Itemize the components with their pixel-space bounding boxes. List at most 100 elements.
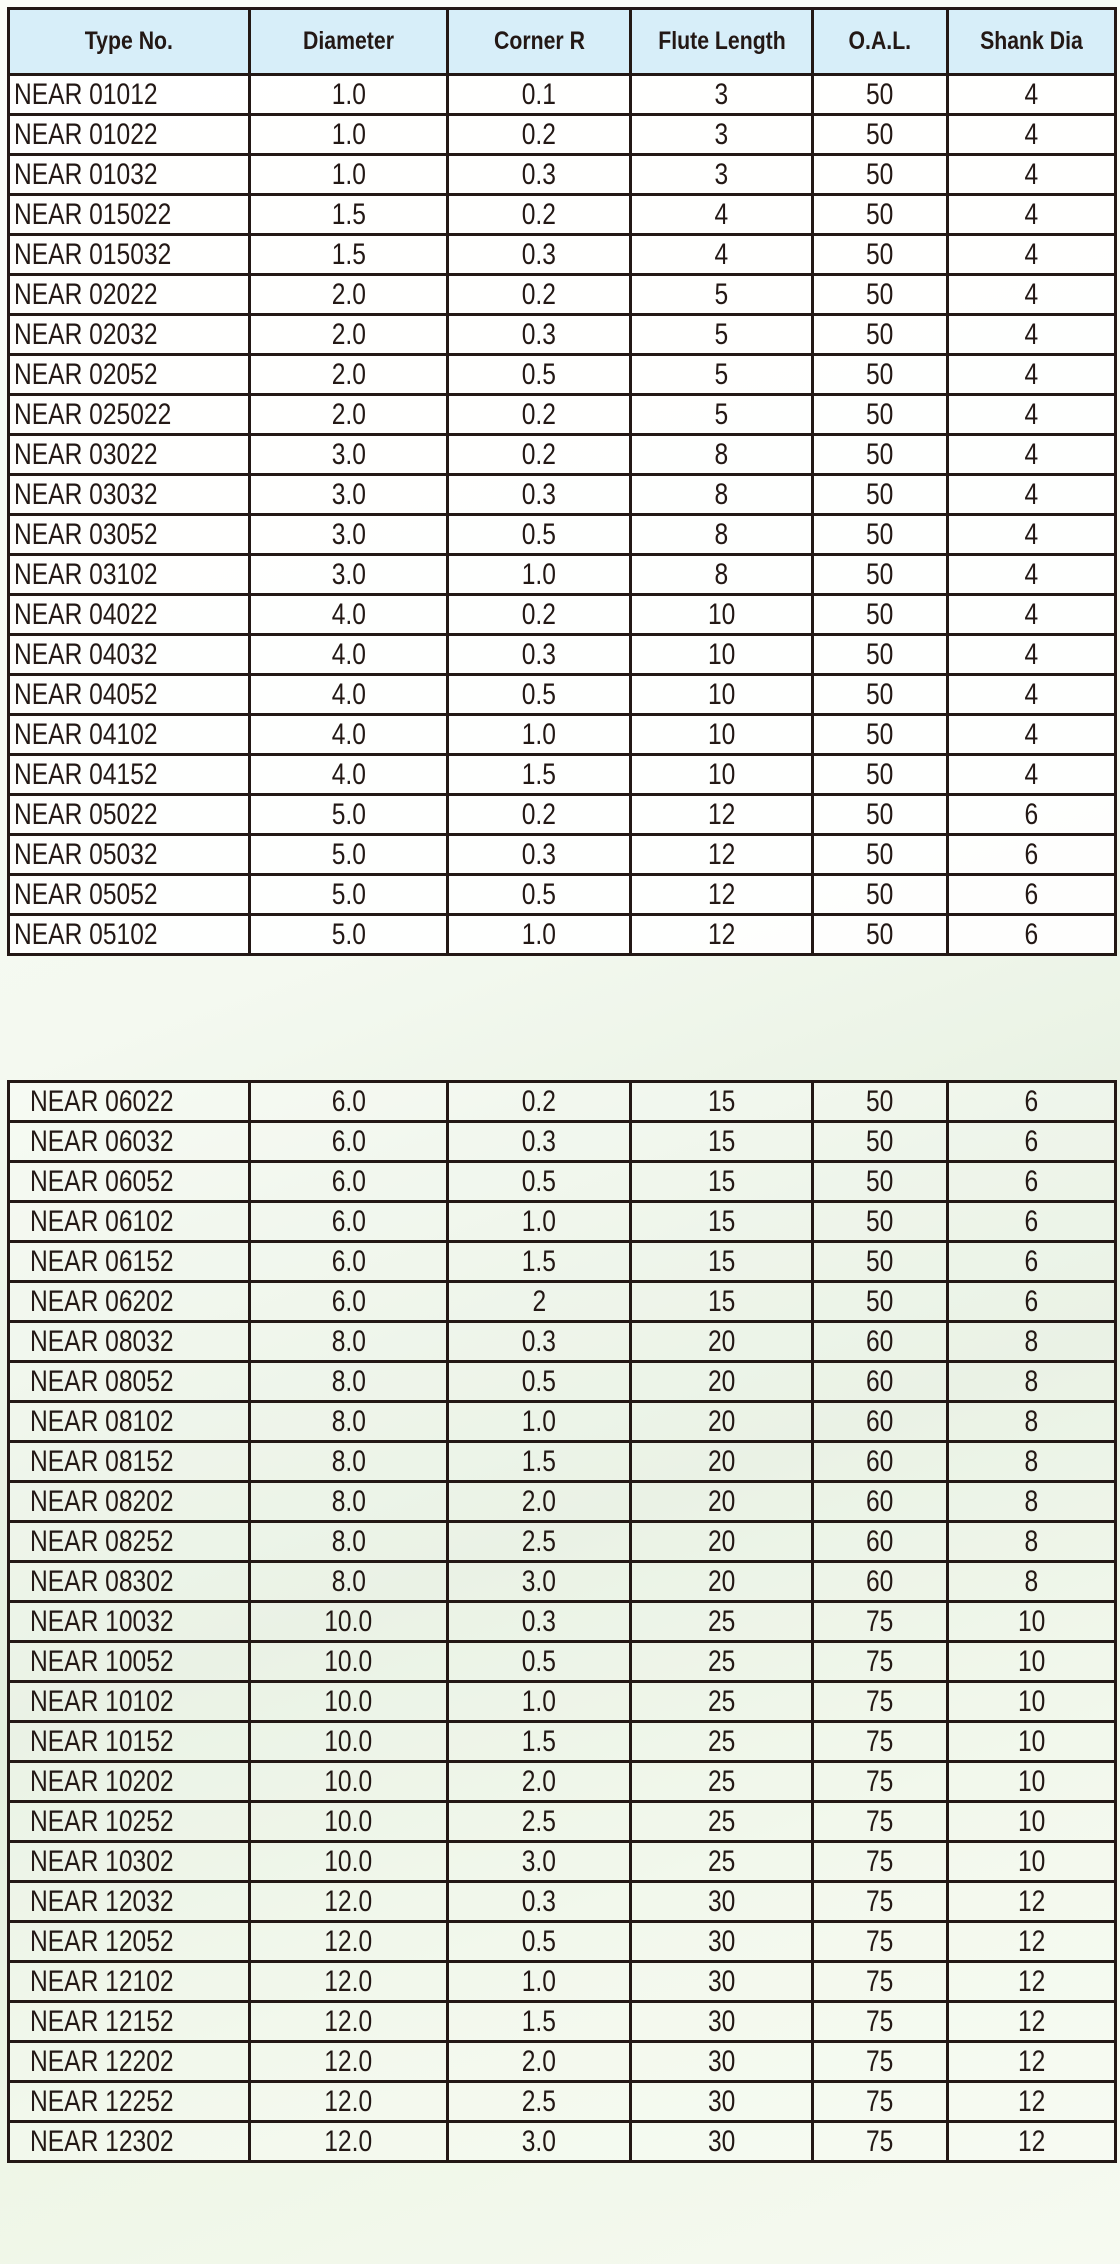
table-row: NEAR 10302 10.0 3.0 25 75 10	[7, 1840, 1117, 1883]
cell-value: 25	[707, 1604, 736, 1638]
cell-value: 4	[1024, 477, 1039, 511]
cell-corner-r: 0.3	[446, 153, 632, 196]
cell-corner-r: 1.0	[446, 1400, 632, 1443]
cell-value: 3.0	[521, 2124, 557, 2158]
cell-value: 3	[714, 157, 729, 191]
cell-value: 1.0	[331, 77, 366, 111]
cell-shank-dia: 4	[946, 473, 1117, 516]
cell-oal: 75	[811, 1800, 949, 1843]
cell-type-no: NEAR 05032	[7, 833, 251, 876]
table-row: NEAR 015022 1.5 0.2 4 50 4	[7, 193, 1117, 236]
cell-shank-dia: 12	[946, 1880, 1117, 1923]
cell-flute-length: 5	[629, 393, 814, 436]
cell-type-no: NEAR 12052	[7, 1920, 251, 1963]
cell-value: 4	[1024, 677, 1039, 711]
cell-flute-length: 25	[629, 1680, 814, 1723]
cell-corner-r: 1.0	[446, 1680, 632, 1723]
cell-diameter: 12.0	[248, 1880, 449, 1923]
cell-oal: 75	[811, 1920, 949, 1963]
cell-value: 25	[707, 1644, 736, 1678]
cell-value: 0.3	[521, 237, 557, 271]
cell-shank-dia: 6	[946, 1200, 1117, 1243]
cell-value: NEAR 04052	[14, 677, 158, 711]
cell-value: 1.5	[331, 197, 366, 231]
table-row: NEAR 08052 8.0 0.5 20 60 8	[7, 1360, 1117, 1403]
cell-corner-r: 0.3	[446, 1120, 632, 1163]
cell-type-no: NEAR 12032	[7, 1880, 251, 1923]
cell-value: 12.0	[324, 2004, 373, 2038]
cell-diameter: 4.0	[248, 673, 449, 716]
cell-value: 12.0	[324, 1964, 373, 1998]
cell-type-no: NEAR 10032	[7, 1600, 251, 1643]
cell-flute-length: 3	[629, 153, 814, 196]
cell-shank-dia: 6	[946, 1120, 1117, 1163]
cell-value: NEAR 10202	[30, 1764, 174, 1798]
cell-shank-dia: 10	[946, 1600, 1117, 1643]
cell-shank-dia: 12	[946, 2040, 1117, 2083]
cell-type-no: NEAR 04052	[7, 673, 251, 716]
cell-value: 25	[707, 1804, 736, 1838]
cell-value: 12.0	[324, 2044, 373, 2078]
cell-value: 75	[866, 2004, 894, 2038]
cell-value: 30	[707, 2084, 736, 2118]
table-row: NEAR 03032 3.0 0.3 8 50 4	[7, 473, 1117, 516]
cell-value: NEAR 01012	[14, 77, 158, 111]
cell-value: 1.0	[331, 157, 366, 191]
cell-type-no: NEAR 05022	[7, 793, 251, 836]
cell-oal: 50	[811, 1160, 949, 1203]
cell-corner-r: 1.0	[446, 913, 632, 956]
cell-value: 0.3	[521, 837, 557, 871]
cell-value: 0.5	[521, 877, 557, 911]
cell-flute-length: 3	[629, 113, 814, 156]
cell-value: 6	[1024, 1084, 1039, 1118]
cell-value: NEAR 01032	[14, 157, 158, 191]
cell-value: 4	[1024, 277, 1039, 311]
table-row: NEAR 02032 2.0 0.3 5 50 4	[7, 313, 1117, 356]
cell-diameter: 5.0	[248, 873, 449, 916]
cell-diameter: 12.0	[248, 2080, 449, 2123]
cell-value: 50	[866, 597, 894, 631]
cell-value: NEAR 10252	[30, 1804, 174, 1838]
cell-value: 50	[866, 197, 894, 231]
cell-type-no: NEAR 08052	[7, 1360, 251, 1403]
cell-type-no: NEAR 10302	[7, 1840, 251, 1883]
cell-shank-dia: 6	[946, 873, 1117, 916]
cell-corner-r: 2.0	[446, 2040, 632, 2083]
cell-shank-dia: 4	[946, 393, 1117, 436]
cell-shank-dia: 4	[946, 593, 1117, 636]
cell-value: 75	[866, 1764, 894, 1798]
cell-type-no: NEAR 12152	[7, 2000, 251, 2043]
cell-corner-r: 0.2	[446, 793, 632, 836]
cell-value: 4	[1024, 597, 1039, 631]
cell-value: 6	[1024, 1244, 1039, 1278]
table-row: NEAR 01032 1.0 0.3 3 50 4	[7, 153, 1117, 196]
cell-oal: 60	[811, 1560, 949, 1603]
cell-value: 50	[866, 157, 894, 191]
cell-flute-length: 30	[629, 2000, 814, 2043]
cell-value: NEAR 05032	[14, 837, 158, 871]
cell-type-no: NEAR 03022	[7, 433, 251, 476]
cell-value: 30	[707, 1964, 736, 1998]
cell-value: 12	[1017, 1964, 1046, 1998]
cell-value: 4.0	[331, 597, 366, 631]
cell-diameter: 3.0	[248, 433, 449, 476]
cell-value: 25	[707, 1764, 736, 1798]
column-header-label: Corner R	[493, 27, 585, 55]
cell-value: 1.0	[521, 717, 557, 751]
cell-flute-length: 25	[629, 1840, 814, 1883]
cell-value: 4	[1024, 197, 1039, 231]
cell-flute-length: 15	[629, 1080, 814, 1123]
cell-value: 6.0	[331, 1244, 366, 1278]
cell-value: 15	[707, 1124, 736, 1158]
cell-flute-length: 8	[629, 433, 814, 476]
cell-diameter: 10.0	[248, 1640, 449, 1683]
cell-type-no: NEAR 12102	[7, 1960, 251, 2003]
cell-value: 6	[1024, 877, 1039, 911]
cell-type-no: NEAR 08102	[7, 1400, 251, 1443]
cell-value: 1.0	[521, 1204, 557, 1238]
cell-oal: 75	[811, 1840, 949, 1883]
cell-value: 15	[707, 1084, 736, 1118]
cell-value: 10.0	[324, 1844, 373, 1878]
cell-flute-length: 12	[629, 873, 814, 916]
cell-shank-dia: 10	[946, 1640, 1117, 1683]
